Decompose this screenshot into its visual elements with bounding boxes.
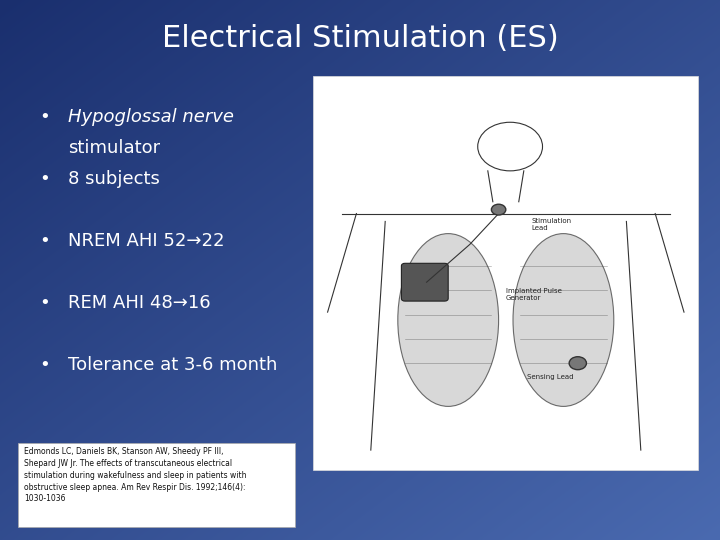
Text: •: • <box>40 170 50 188</box>
Circle shape <box>492 204 505 215</box>
FancyBboxPatch shape <box>18 443 295 526</box>
Text: NREM AHI 52→22: NREM AHI 52→22 <box>68 232 225 250</box>
Text: •: • <box>40 232 50 250</box>
Text: •: • <box>40 294 50 312</box>
Text: Electrical Stimulation (ES): Electrical Stimulation (ES) <box>161 24 559 53</box>
Text: Sensing Lead: Sensing Lead <box>527 374 574 380</box>
Text: stimulator: stimulator <box>68 139 161 157</box>
Text: Hypoglossal nerve: Hypoglossal nerve <box>68 108 235 126</box>
FancyBboxPatch shape <box>402 264 448 301</box>
Ellipse shape <box>398 234 498 407</box>
Circle shape <box>569 357 587 370</box>
Text: Implanted Pulse
Generator: Implanted Pulse Generator <box>505 288 562 301</box>
FancyBboxPatch shape <box>313 76 698 470</box>
Text: •: • <box>40 108 50 126</box>
Text: 8 subjects: 8 subjects <box>68 170 161 188</box>
Text: Edmonds LC, Daniels BK, Stanson AW, Sheedy PF III,
Shepard JW Jr. The effects of: Edmonds LC, Daniels BK, Stanson AW, Shee… <box>24 447 246 503</box>
Text: REM AHI 48→16: REM AHI 48→16 <box>68 294 211 312</box>
Text: •: • <box>40 356 50 374</box>
Text: Tolerance at 3-6 month: Tolerance at 3-6 month <box>68 356 278 374</box>
Text: Stimulation
Lead: Stimulation Lead <box>531 218 571 231</box>
Ellipse shape <box>513 234 613 407</box>
